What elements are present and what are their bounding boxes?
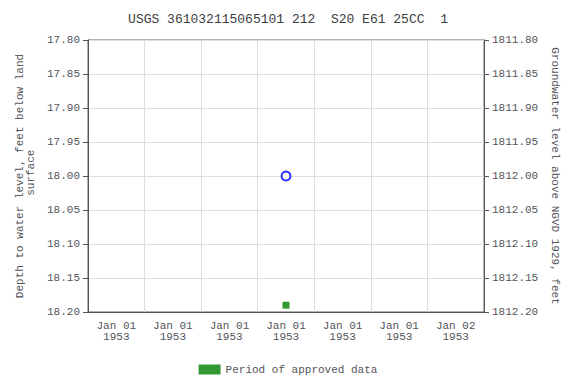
- svg-text:17.80: 17.80: [47, 34, 80, 46]
- svg-text:18.15: 18.15: [47, 272, 80, 284]
- svg-text:18.00: 18.00: [47, 170, 80, 182]
- svg-text:Jan 01: Jan 01: [153, 319, 193, 332]
- svg-text:17.85: 17.85: [47, 68, 80, 80]
- svg-text:1953: 1953: [273, 331, 299, 343]
- svg-text:Depth to water level, feet bel: Depth to water level, feet below land: [13, 53, 26, 299]
- svg-text:1812.10: 1812.10: [492, 238, 538, 250]
- svg-text:Jan 02: Jan 02: [435, 319, 476, 332]
- svg-text:18.05: 18.05: [47, 204, 80, 216]
- svg-text:1811.95: 1811.95: [492, 136, 538, 148]
- svg-text:USGS 361032115065101 212 S20: USGS 361032115065101 212 S20 E61 25CC 1: [128, 12, 448, 27]
- svg-text:17.95: 17.95: [47, 136, 80, 148]
- svg-text:Groundwater level above NGVD 1: Groundwater level above NGVD 1929, feet: [549, 47, 561, 304]
- svg-text:1953: 1953: [103, 331, 129, 343]
- svg-text:1811.90: 1811.90: [492, 102, 538, 114]
- svg-text:Jan 01: Jan 01: [209, 319, 250, 332]
- svg-text:1811.85: 1811.85: [492, 68, 538, 80]
- svg-text:Jan 01: Jan 01: [322, 319, 363, 332]
- svg-text:Jan 01: Jan 01: [379, 319, 419, 332]
- svg-text:17.90: 17.90: [47, 102, 80, 114]
- svg-text:18.10: 18.10: [47, 238, 80, 250]
- svg-text:1953: 1953: [443, 331, 469, 343]
- svg-text:1953: 1953: [160, 331, 186, 343]
- svg-text:Jan 01: Jan 01: [96, 319, 137, 332]
- svg-text:1953: 1953: [386, 331, 412, 343]
- svg-text:1811.80: 1811.80: [492, 34, 538, 46]
- svg-text:1812.20: 1812.20: [492, 306, 538, 318]
- svg-text:1812.05: 1812.05: [492, 204, 538, 216]
- svg-text:18.20: 18.20: [47, 306, 80, 318]
- svg-text:Period of approved data: Period of approved data: [226, 364, 378, 376]
- svg-text:1953: 1953: [329, 331, 355, 343]
- svg-text:1953: 1953: [216, 331, 242, 343]
- svg-text:Jan 01: Jan 01: [266, 319, 306, 332]
- svg-text:1812.00: 1812.00: [492, 170, 538, 182]
- svg-text:1812.15: 1812.15: [492, 272, 538, 284]
- svg-text:surface: surface: [25, 150, 37, 203]
